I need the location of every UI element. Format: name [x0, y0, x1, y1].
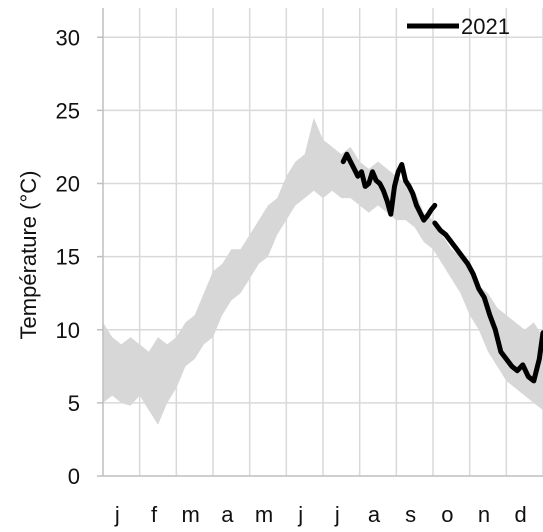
y-tick-label-0: 0 [68, 464, 80, 489]
x-tick-label-8: a [368, 502, 381, 527]
y-tick-label-1: 5 [68, 391, 80, 416]
x-tick-label-12: d [515, 502, 527, 527]
x-tick-label-3: m [182, 502, 200, 527]
legend-label-2021: 2021 [461, 14, 510, 39]
normal-range-area [103, 117, 543, 425]
x-tick-label-2: f [151, 502, 158, 527]
y-tick-label-2: 10 [56, 318, 80, 343]
x-tick-label-9: s [405, 502, 416, 527]
y-tick-label-4: 20 [56, 172, 80, 197]
axes [102, 8, 543, 477]
x-tick-label-5: m [255, 502, 273, 527]
y-tick-label-6: 30 [56, 25, 80, 50]
legend: 2021 [407, 14, 510, 39]
x-tick-label-7: j [334, 502, 340, 527]
series-line-2021-segment-2 [432, 220, 543, 384]
x-tick-label-6: j [297, 502, 303, 527]
x-tick-label-11: n [478, 502, 490, 527]
y-tick-label-3: 15 [56, 245, 80, 270]
x-tick-label-10: o [441, 502, 453, 527]
y-axis-ticks: 0 5 10 15 20 25 30 [56, 25, 103, 489]
y-axis-label: Température (°C) [16, 171, 41, 340]
grid-lines [103, 8, 543, 476]
y-tick-label-5: 25 [56, 98, 80, 123]
series-line-2021-segment-1 [340, 151, 438, 223]
x-tick-label-4: a [221, 502, 234, 527]
normal-range-band [103, 117, 543, 425]
x-tick-label-1: j [114, 502, 120, 527]
series-2021 [340, 151, 543, 384]
